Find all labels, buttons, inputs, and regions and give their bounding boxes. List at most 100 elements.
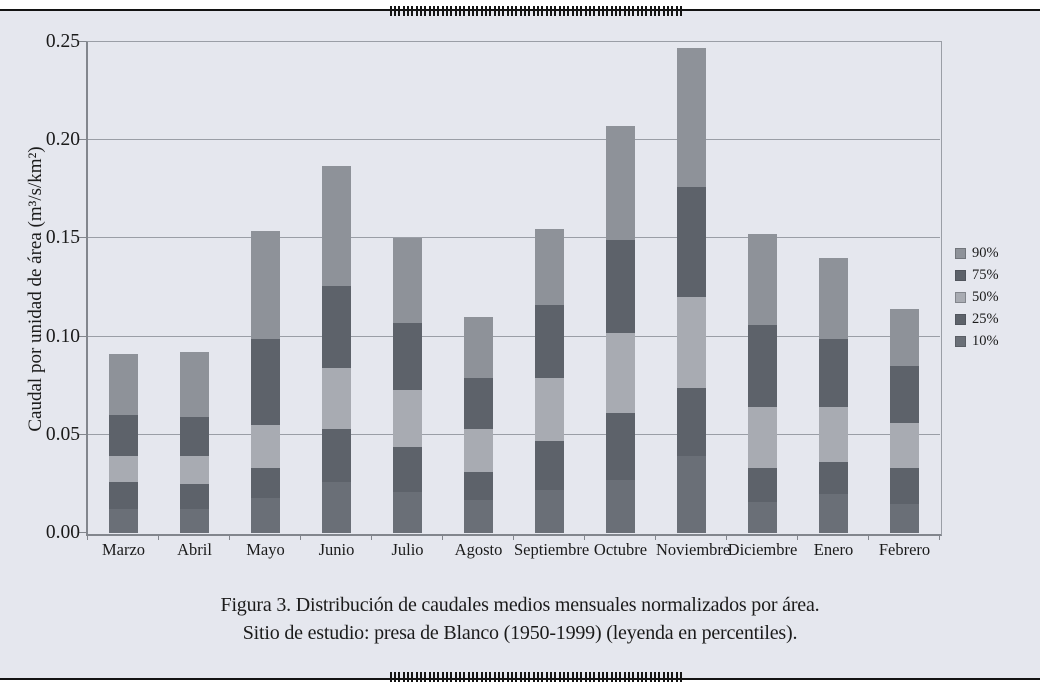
bar-segment-10% xyxy=(890,503,919,533)
x-axis-tick xyxy=(158,535,159,540)
bar-segment-25% xyxy=(464,472,493,500)
y-tick-label: 0.10 xyxy=(45,325,80,347)
bar-segment-10% xyxy=(677,456,706,533)
bar-segment-10% xyxy=(251,497,280,533)
bar-segment-50% xyxy=(748,407,777,469)
legend-item-25%: 25% xyxy=(955,308,999,330)
top-border-barcode-ornament xyxy=(390,6,682,16)
bar-segment-90% xyxy=(819,258,848,339)
bar-segment-10% xyxy=(180,509,209,533)
x-tick-label: Noviembre xyxy=(656,540,731,559)
bar-segment-25% xyxy=(109,481,138,510)
bar-segment-90% xyxy=(606,126,635,241)
x-axis-tick xyxy=(229,535,230,540)
x-tick-label: Enero xyxy=(813,540,854,559)
x-axis-tick xyxy=(513,535,514,540)
gridline xyxy=(88,335,940,337)
bar-segment-25% xyxy=(322,428,351,482)
x-axis-tick xyxy=(726,535,727,540)
legend-item-10%: 10% xyxy=(955,330,999,352)
x-tick-label: Marzo xyxy=(101,540,146,559)
bar-segment-50% xyxy=(464,428,493,473)
legend-swatch-icon xyxy=(955,247,966,259)
legend-label: 25% xyxy=(972,310,999,327)
y-axis-tick xyxy=(79,139,86,141)
bar-segment-25% xyxy=(393,446,422,492)
bar-segment-50% xyxy=(109,456,138,482)
y-tick-label: 0.15 xyxy=(45,227,80,249)
legend-swatch-icon xyxy=(955,335,966,347)
legend-label: 50% xyxy=(972,288,999,305)
y-axis-tick xyxy=(79,237,86,239)
x-axis-tick xyxy=(939,535,940,540)
bar-segment-50% xyxy=(393,389,422,447)
bar-segment-50% xyxy=(819,407,848,463)
bar-segment-25% xyxy=(677,387,706,457)
bar-segment-75% xyxy=(535,305,564,378)
legend-label: 90% xyxy=(972,244,999,261)
bar-segment-90% xyxy=(251,230,280,339)
y-axis-tick xyxy=(79,41,86,42)
figure-caption-line2: Sitio de estudio: presa de Blanco (1950-… xyxy=(242,622,798,644)
bar-segment-90% xyxy=(677,47,706,188)
x-axis-tick xyxy=(300,535,301,540)
x-tick-label: Junio xyxy=(318,540,355,559)
legend-item-75%: 75% xyxy=(955,264,999,286)
x-axis-tick xyxy=(442,535,443,540)
x-tick-label: Octubre xyxy=(593,540,648,559)
bar-segment-25% xyxy=(180,483,209,510)
legend-label: 75% xyxy=(972,266,999,283)
bar-segment-10% xyxy=(606,479,635,533)
bar-segment-75% xyxy=(606,240,635,333)
x-tick-label: Diciembre xyxy=(727,540,798,559)
bar-segment-10% xyxy=(393,491,422,533)
gridline xyxy=(88,237,940,239)
gridline xyxy=(88,139,940,141)
bar-segment-25% xyxy=(819,462,848,494)
x-tick-label: Septiembre xyxy=(514,540,590,559)
bar-segment-75% xyxy=(393,322,422,390)
x-tick-label: Abril xyxy=(177,540,212,559)
x-axis-tick xyxy=(797,535,798,540)
x-axis-tick xyxy=(655,535,656,540)
bar-segment-90% xyxy=(180,352,209,418)
bar-segment-90% xyxy=(464,316,493,378)
bar-segment-50% xyxy=(606,332,635,414)
y-axis-tick xyxy=(79,532,86,533)
legend-item-50%: 50% xyxy=(955,286,999,308)
bar-segment-75% xyxy=(109,415,138,457)
bar-segment-75% xyxy=(748,324,777,408)
x-axis-tick xyxy=(371,535,372,540)
bar-segment-50% xyxy=(535,377,564,441)
x-axis-tick xyxy=(87,535,88,540)
bar-segment-90% xyxy=(393,238,422,323)
bar-segment-10% xyxy=(535,489,564,533)
bar-segment-90% xyxy=(890,309,919,367)
x-tick-label: Julio xyxy=(391,540,424,559)
bar-segment-25% xyxy=(748,468,777,502)
figure-caption: Figura 3. Distribución de caudales medio… xyxy=(0,591,1040,647)
bar-segment-50% xyxy=(180,456,209,484)
bar-segment-10% xyxy=(109,509,138,533)
bar-segment-90% xyxy=(748,234,777,325)
y-tick-label: 0.00 xyxy=(45,522,80,543)
bar-segment-75% xyxy=(890,366,919,423)
bar-segment-75% xyxy=(464,377,493,429)
y-tick-label: 0.05 xyxy=(45,423,80,445)
figure-background xyxy=(0,11,1040,679)
x-tick-label: Mayo xyxy=(246,540,285,559)
bar-segment-10% xyxy=(464,499,493,533)
bar-segment-50% xyxy=(251,424,280,469)
legend-label: 10% xyxy=(972,332,999,349)
y-tick-label: 0.20 xyxy=(45,129,80,151)
x-tick-label: Agosto xyxy=(454,540,503,559)
bar-segment-25% xyxy=(535,440,564,490)
bar-segment-10% xyxy=(322,481,351,533)
bar-segment-10% xyxy=(748,501,777,533)
bar-segment-25% xyxy=(606,413,635,480)
x-tick-label: Febrero xyxy=(878,540,931,559)
plot-area xyxy=(86,41,942,536)
bar-segment-75% xyxy=(322,285,351,369)
bar-segment-75% xyxy=(819,338,848,408)
